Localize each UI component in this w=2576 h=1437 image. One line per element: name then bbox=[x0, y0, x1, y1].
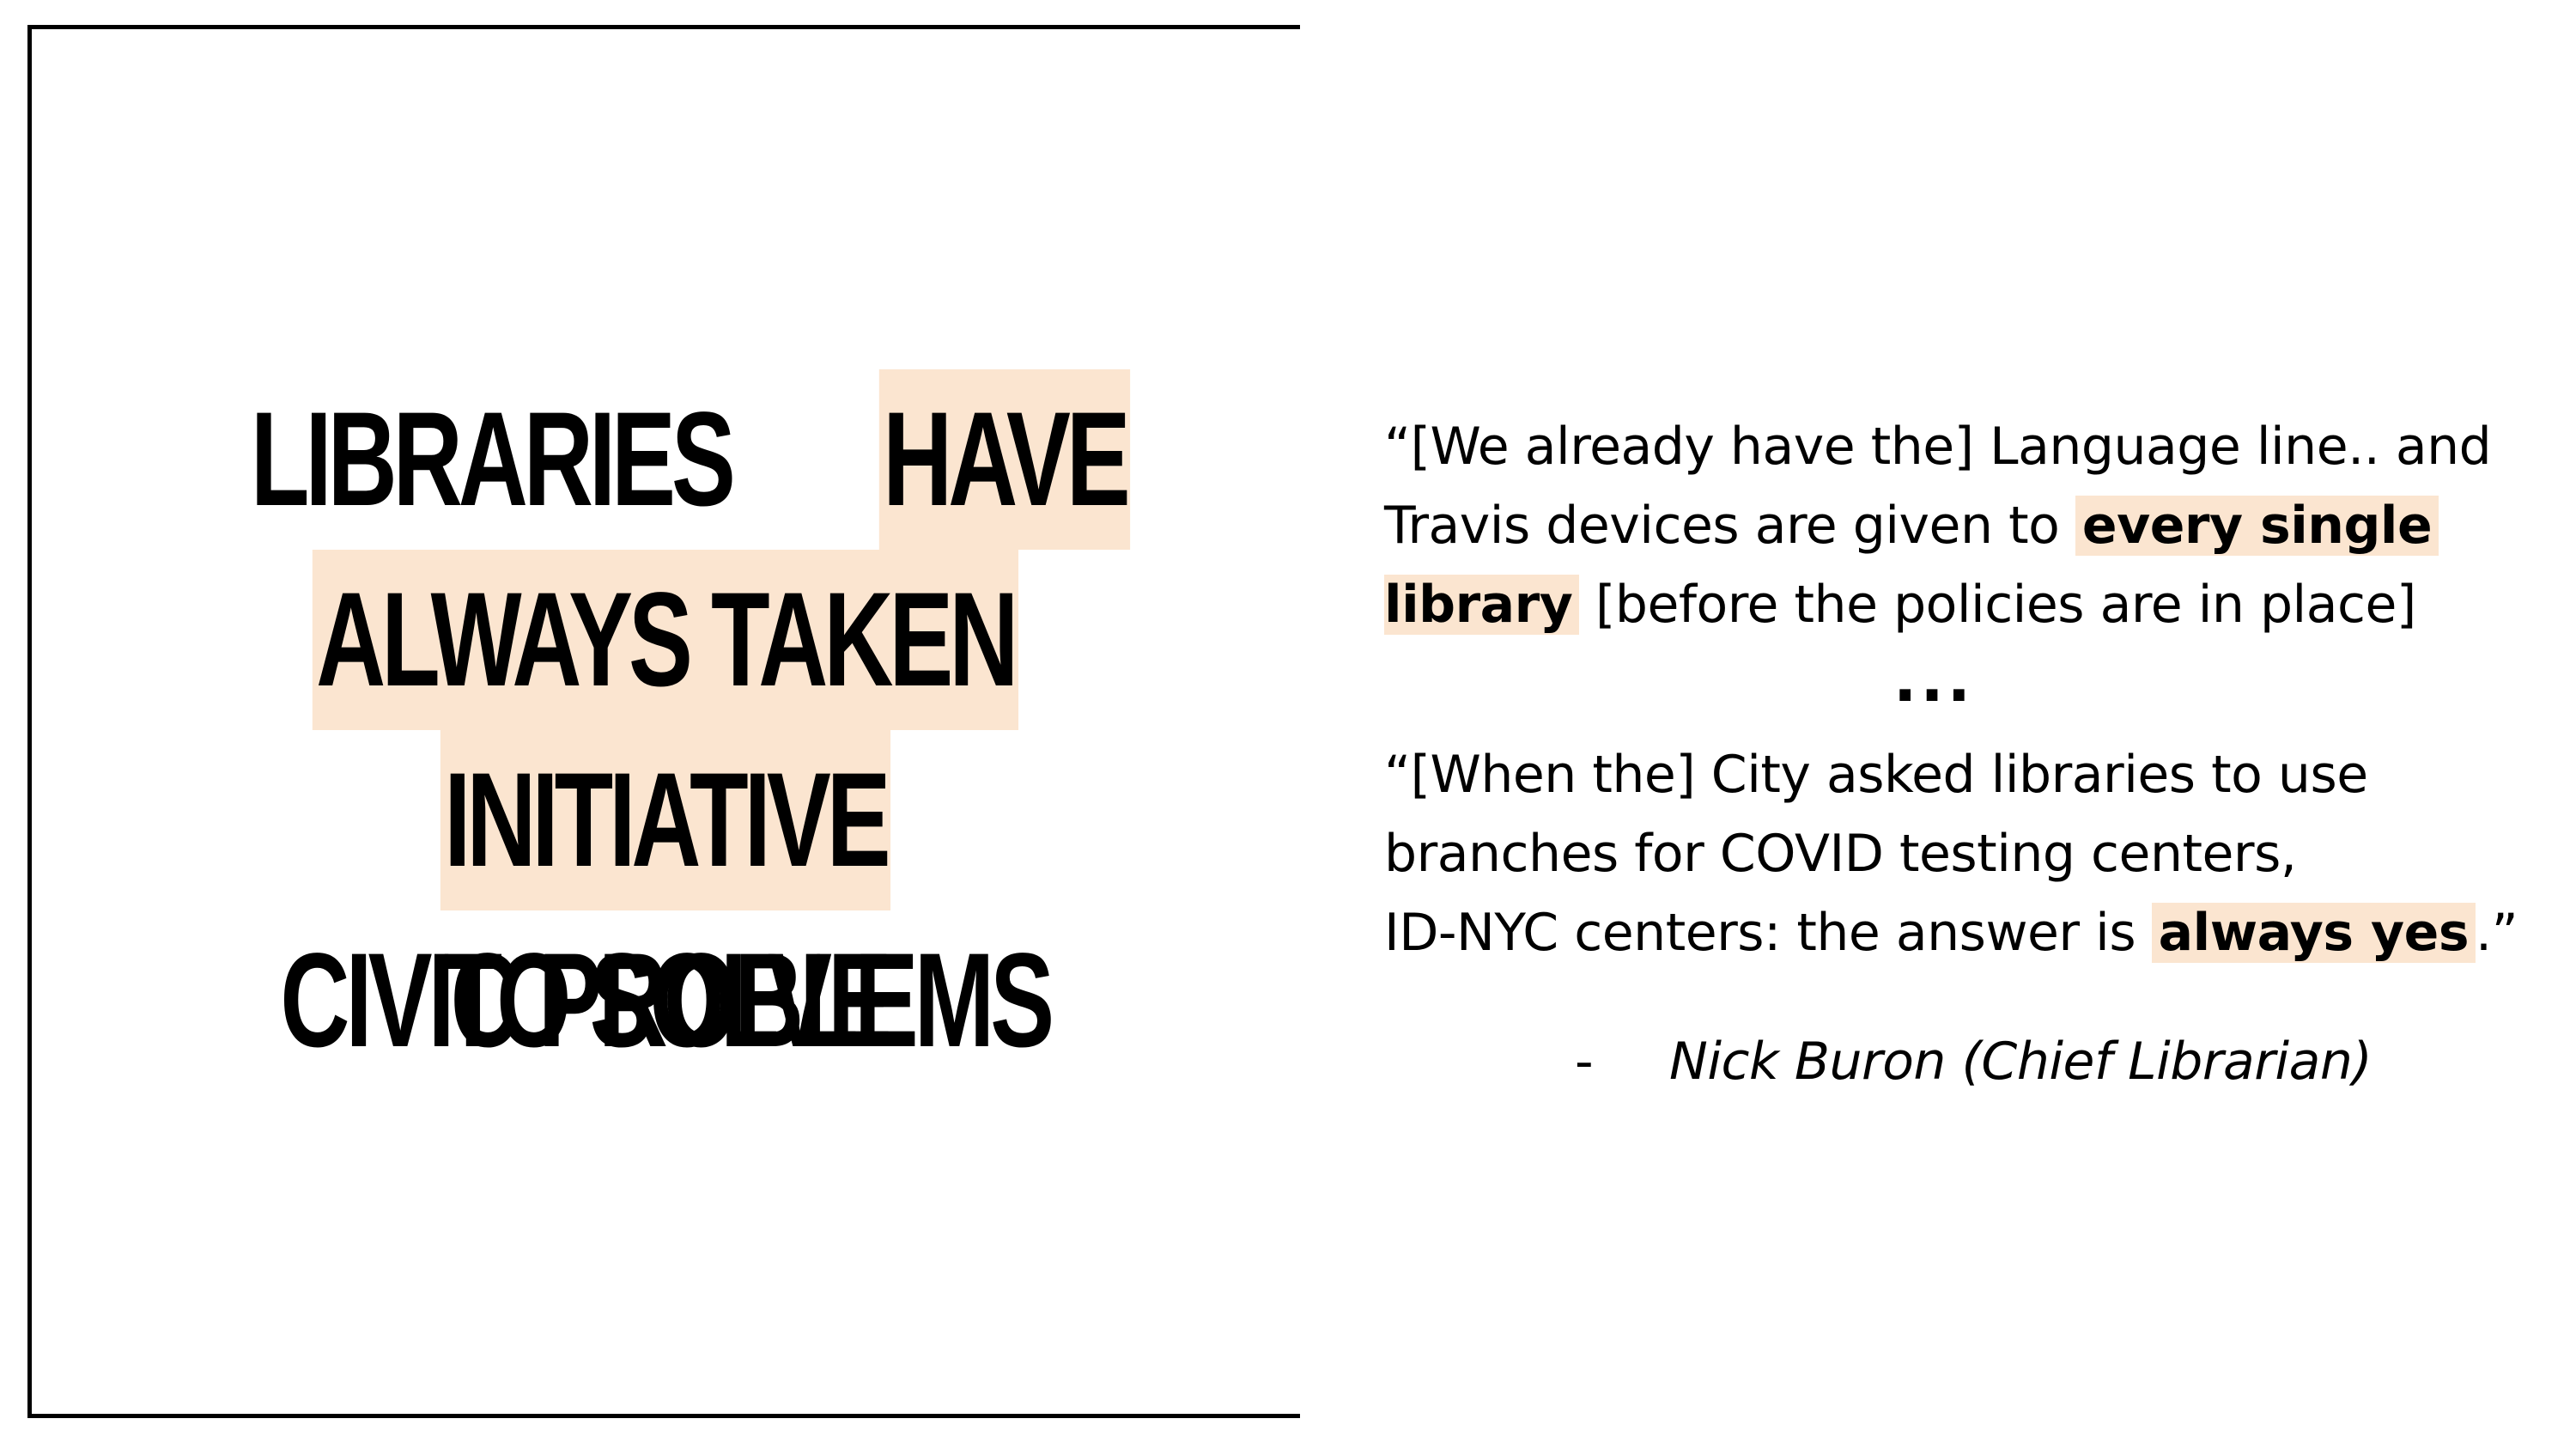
headline-line-1: LIBRARIES HAVE bbox=[52, 369, 1279, 550]
headline-word-always-taken: ALWAYS TAKEN bbox=[313, 550, 1019, 730]
headline-word-initiative: INITIATIVE bbox=[440, 730, 891, 910]
quote1-line-3: library [before the policies are in plac… bbox=[1384, 565, 2535, 644]
quote2-line-3-end: .” bbox=[2476, 903, 2518, 963]
headline-line-2: ALWAYS TAKEN bbox=[52, 550, 1279, 730]
quote2-line-2: branches for COVID testing centers, bbox=[1384, 824, 2297, 884]
headline: LIBRARIES HAVE ALWAYS TAKEN INITIATIVE TO … bbox=[52, 369, 1279, 1091]
attribution-name: Nick Buron (Chief Librarian) bbox=[1669, 1032, 2372, 1092]
quote-ellipsis: ... bbox=[1893, 643, 1975, 715]
quote1-highlight-library: library bbox=[1384, 575, 1580, 635]
quote2-line-3-text: ID-NYC centers: the answer is bbox=[1384, 903, 2152, 963]
quote1-line-1: “[We already have the] Language line.. a… bbox=[1384, 417, 2492, 477]
attribution: - Nick Buron (Chief Librarian) bbox=[1384, 1022, 2535, 1101]
headline-line-3: INITIATIVE TO SOLVE bbox=[52, 730, 1279, 1075]
quote1-line-3-text: [before the policies are in place] bbox=[1579, 575, 2416, 635]
quote1-line-2: Travis devices are given to every single bbox=[1384, 486, 2535, 565]
quote1-highlight-every-single: every single bbox=[2075, 496, 2439, 556]
headline-word-civic-problems: CIVIC PROBLEMS bbox=[280, 926, 1055, 1075]
headline-word-libraries: LIBRARIES bbox=[251, 385, 736, 534]
quote1-line-2-text: Travis devices are given to bbox=[1384, 496, 2075, 556]
quote2-highlight-always-yes: always yes bbox=[2151, 903, 2476, 963]
attribution-dash: - bbox=[1575, 1032, 1594, 1092]
quote2-line-1: “[When the] City asked libraries to use bbox=[1384, 745, 2368, 805]
headline-word-to-solve: TO SOLVE bbox=[443, 926, 891, 1075]
headline-line-4: CIVIC PROBLEMS bbox=[52, 910, 1279, 1091]
quote-column: “[We already have the] Language line.. a… bbox=[1384, 407, 2535, 1101]
headline-word-have: HAVE bbox=[878, 369, 1131, 550]
quote2-line-3: ID-NYC centers: the answer is always yes… bbox=[1384, 893, 2535, 972]
slide-frame bbox=[27, 25, 1300, 1418]
